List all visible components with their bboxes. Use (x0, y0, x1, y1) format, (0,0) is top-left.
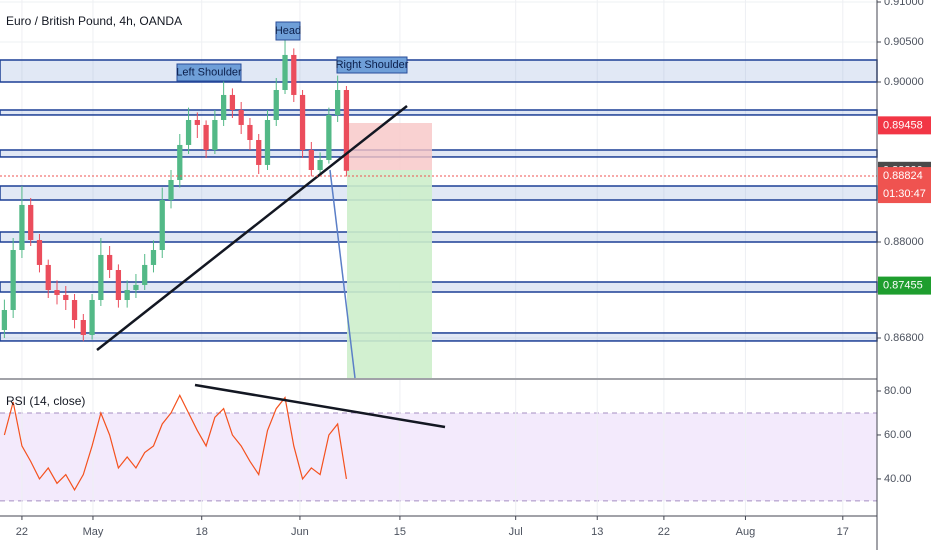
candle-body (264, 120, 271, 165)
x-tick-label: 15 (394, 526, 406, 538)
candle-body (54, 290, 60, 295)
rsi-line (3, 394, 348, 492)
rsi-title: RSI (14, close) (6, 394, 85, 408)
zone (0, 109, 878, 116)
y-tick-label: 40.00 (884, 473, 912, 485)
candle-body (238, 110, 244, 125)
zone (0, 281, 878, 293)
candle-body (36, 240, 43, 265)
price-label: 0.89458 (883, 119, 923, 131)
x-tick-label: 22 (16, 526, 28, 538)
zone (0, 231, 878, 243)
candle-body (133, 284, 139, 290)
axes: 0.91000 0.90500 0.90000 0.88000 0.86800 0.894… (16, 0, 931, 538)
countdown-label: 01:30:47 (883, 188, 926, 200)
candle-body (221, 94, 227, 120)
zone (0, 185, 878, 201)
candle-body (203, 124, 209, 150)
candle-body (229, 94, 236, 110)
candles (1, 34, 350, 342)
rsi-trendline (194, 383, 446, 429)
price-label-box (878, 167, 931, 204)
candle-body (124, 290, 130, 300)
x-tick-label: 18 (196, 526, 208, 538)
zone (0, 149, 878, 158)
price-label: 0.87455 (883, 280, 923, 292)
y-tick-label: 0.88000 (884, 236, 924, 248)
trendline (96, 105, 408, 351)
candle-body (212, 120, 218, 150)
price-label: 0.88824 (883, 170, 923, 182)
annotation: Right Shoulder (336, 59, 409, 71)
stop-zone (347, 123, 432, 170)
candle-body (343, 90, 350, 171)
candle-body (115, 270, 122, 300)
candle-body (45, 264, 51, 290)
chart-title: Euro / British Pound, 4h, OANDA (6, 14, 182, 28)
candle-body (63, 294, 69, 300)
candle-body (247, 124, 253, 140)
candle-body (299, 94, 306, 150)
candle-body (256, 140, 262, 165)
x-tick-label: Jul (509, 526, 523, 538)
candle-body (335, 90, 341, 115)
candle-body (106, 254, 113, 270)
candle-body (308, 150, 314, 170)
x-tick-label: Jun (291, 526, 309, 538)
candle-body (142, 264, 148, 285)
candle-body (10, 250, 16, 310)
candle-body (326, 114, 332, 160)
candle-body (89, 300, 95, 335)
zones (0, 59, 878, 342)
annotation-box (275, 21, 301, 41)
candle-body (28, 204, 34, 240)
annotation-box (176, 63, 242, 82)
annotation: Left Shoulder (176, 66, 242, 78)
candle-body (159, 200, 165, 250)
y-tick-label: 80.00 (884, 385, 912, 397)
x-tick-label: Aug (736, 526, 756, 538)
candle-body (80, 320, 86, 335)
y-tick-label: 0.91000 (884, 0, 924, 8)
candle-body (71, 300, 78, 320)
candle-body (194, 120, 200, 125)
y-tick-label: 0.86800 (884, 332, 924, 344)
annotation: Head (275, 25, 301, 37)
candle-body (291, 54, 297, 95)
candle-body (185, 120, 192, 145)
price-label-box (878, 276, 931, 295)
candle-body (317, 160, 323, 170)
rsi-pane (0, 380, 877, 515)
annotation-box (336, 56, 408, 74)
candle-body (177, 144, 183, 180)
candle-body (98, 254, 104, 300)
x-tick-label: 13 (591, 526, 603, 538)
candle-body (19, 204, 25, 250)
rsi-band (0, 412, 877, 501)
candle-body (273, 90, 279, 120)
projection-line (329, 169, 356, 379)
candle-body (168, 180, 174, 200)
y-tick-label: 0.90500 (884, 36, 924, 48)
y-tick-label: 60.00 (884, 429, 912, 441)
zone (0, 59, 878, 83)
target-zone (347, 170, 432, 378)
x-tick-label: 22 (658, 526, 670, 538)
x-tick-label: 17 (837, 526, 849, 538)
zone (0, 332, 878, 342)
y-tick-label: 0.90000 (884, 76, 924, 88)
candle-body (282, 54, 288, 90)
price-label-box (878, 116, 931, 135)
candle-body (150, 250, 157, 265)
x-tick-label: May (83, 526, 104, 538)
candle-body (1, 310, 8, 330)
